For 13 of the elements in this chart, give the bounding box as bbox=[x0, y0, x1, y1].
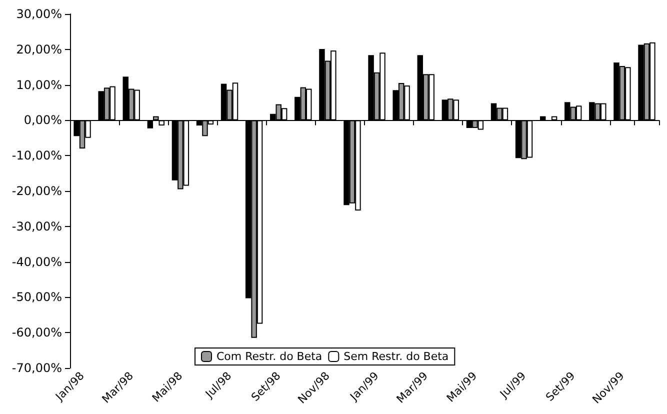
y-tick-label: 0,00% bbox=[24, 113, 62, 128]
y-tick-label: -60,00% bbox=[12, 326, 62, 340]
legend-label: Sem Restr. do Beta bbox=[344, 350, 449, 363]
legend-label: Com Restr. do Beta bbox=[216, 350, 322, 363]
y-tick-label: -70,00% bbox=[12, 361, 62, 375]
y-tick-label: 10,00% bbox=[16, 78, 62, 92]
y-tick-label: -20,00% bbox=[12, 184, 62, 198]
y-tick-label: -30,00% bbox=[12, 219, 62, 234]
y-tick-label: -10,00% bbox=[12, 148, 62, 163]
y-tick-label: 20,00% bbox=[16, 42, 62, 56]
y-tick-label: -40,00% bbox=[12, 254, 62, 269]
y-tick-label: -50,00% bbox=[12, 290, 62, 304]
y-tick-label: 30,00% bbox=[16, 7, 62, 21]
